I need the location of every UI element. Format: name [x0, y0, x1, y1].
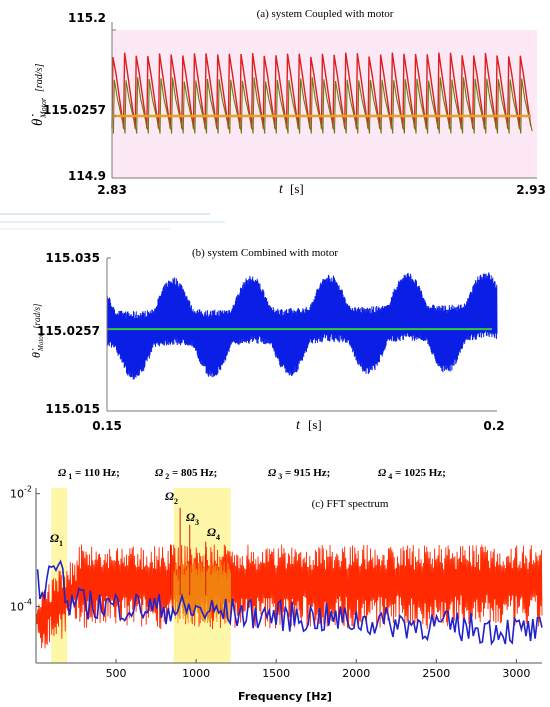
panel-a-xtick-label-right: 2.93 [516, 183, 546, 197]
decorative-separators [0, 213, 225, 230]
panel-b-signal-line [106, 272, 498, 380]
panel-b-ytick-label-bottom: 115.015 [45, 402, 100, 416]
panel-b-xlabel: t [s] [296, 417, 322, 433]
panel-c-xtick-label: 500 [106, 667, 127, 680]
panel-c-ytick-exponent: -4 [24, 598, 32, 607]
panel-a-ylabel-unit: [rad/s] [34, 64, 45, 92]
panel-a: (a) system Coupled with motor 115.2 115.… [30, 8, 546, 197]
panel-c-ytick-exponent: -2 [24, 485, 32, 494]
panel-c-peak-label: Ω [165, 489, 174, 503]
panel-c-xtick-label: 2000 [342, 667, 370, 680]
panel-c-xticks: 500 1000 1500 2000 2500 3000 [106, 659, 530, 680]
panel-c-xlabel: Frequency [Hz] [238, 690, 332, 703]
panel-c-ytick-label: 10 [10, 601, 24, 614]
panel-c-xtick-label: 1500 [262, 667, 290, 680]
panel-a-ytick-label-top: 115.2 [68, 11, 106, 25]
panel-c-peak-label-sub: 3 [195, 518, 199, 527]
panel-b-ylabel: θ̇ Motor [rad/s] [29, 303, 45, 358]
panel-c: 500 1000 1500 2000 2500 3000 10-210-4 Ω 1Ω 2Ω 3Ω… [10, 467, 543, 703]
panel-c-xtick-label: 2500 [422, 667, 450, 680]
panel-c-peak-label: Ω [50, 531, 59, 545]
panel-a-xlabel-unit: [s] [290, 181, 304, 196]
panel-a-xlabel-var: t [279, 182, 284, 197]
panel-b-ylabel-main: θ̇ [29, 348, 43, 358]
panel-c-peak-label-sub: 4 [216, 533, 220, 542]
panel-b: (b) system Combined with motor 115.035 1… [29, 247, 505, 433]
panel-c-xtick-label: 1000 [182, 667, 210, 680]
panel-b-xtick-label-right: 0.2 [483, 419, 504, 433]
panel-a-xlabel: t [s] [279, 181, 304, 197]
panel-c-xtick-label: 3000 [502, 667, 530, 680]
panel-b-xlabel-unit: [s] [308, 417, 322, 432]
panel-c-title: (c) FFT spectrum [312, 498, 389, 510]
panel-b-xlabel-var: t [296, 418, 301, 433]
panel-c-peak-label-sub: 1 [59, 539, 63, 548]
panel-b-ytick-label-top: 115.035 [45, 251, 100, 265]
panel-a-ylabel: θ̇ Motor [rad/s] [30, 64, 48, 126]
panel-c-ytick-label: 10 [10, 488, 24, 501]
panel-a-title: (a) system Coupled with motor [257, 8, 394, 20]
panel-b-title: (b) system Combined with motor [192, 247, 338, 259]
panel-c-peak-label-sub: 2 [174, 497, 178, 506]
panel-a-xtick-label-left: 2.83 [97, 183, 127, 197]
panel-c-peak-label: Ω [186, 510, 195, 524]
panel-c-blue-spectrum [36, 559, 543, 646]
panel-c-yticks: 10-210-4 [10, 485, 40, 614]
panel-a-ytick-label-mid: 115.0257 [43, 103, 106, 117]
panel-b-ytick-label-mid: 115.0257 [37, 324, 100, 338]
panel-c-orange-spectrum [173, 561, 231, 624]
panel-c-peak-labels: Ω 1Ω 2Ω 3Ω 4 [50, 489, 220, 548]
panel-b-xtick-label-left: 0.15 [92, 419, 122, 433]
panel-b-ylabel-sub: Motor [37, 333, 45, 352]
panel-a-series-line [112, 77, 533, 134]
panel-c-series-group [35, 507, 543, 649]
panel-a-ytick-label-bottom: 114.9 [68, 169, 106, 183]
panel-c-peak-label: Ω [207, 525, 216, 539]
panel-c-red-spectrum [35, 544, 543, 649]
panel-a-ylabel-sub: Motor [39, 97, 48, 119]
panel-b-ylabel-unit: [rad/s] [32, 303, 42, 329]
